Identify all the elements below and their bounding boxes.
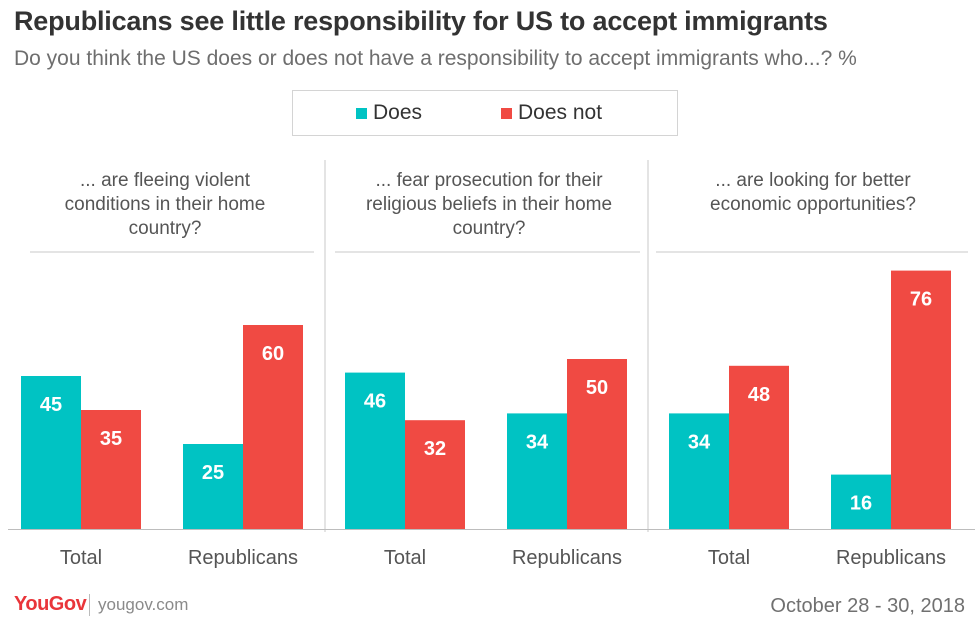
value-label-panel1-republicans-does: 25 [202,462,224,484]
yougov-logo: YouGov [14,593,87,615]
category-label-panel3-total: Total [708,547,750,569]
footer-site: yougov.com [98,595,189,614]
legend-item-does: Does [356,101,422,125]
panel-1-title-line-3: country? [129,218,202,239]
bar-panel2-republicans-does-not [567,359,627,529]
bar-panel1-republicans-does-not [243,325,303,529]
value-label-panel2-republicans-does: 34 [526,431,549,453]
bar-panel1-republicans-does [183,444,243,529]
legend-swatch-does [356,107,367,119]
value-label-panel1-total-does-not: 35 [100,428,122,450]
category-label-panel2-total: Total [384,547,426,569]
panel-3-title-line-2: economic opportunities? [710,194,916,215]
panel-2-title-line-3: country? [453,218,526,239]
value-label-panel2-total-does-not: 32 [424,438,446,460]
chart-area: ... are fleeing violent conditions in the… [8,160,975,569]
panel-3-title-line-1: ... are looking for better [715,170,911,191]
category-label-panel2-republicans: Republicans [512,547,622,569]
legend-label-does: Does [373,101,423,124]
bar-panel1-total-does-not [81,410,141,529]
legend-item-does-not: Does not [501,101,602,125]
category-label-panel1-total: Total [60,547,102,569]
bar-panel2-total-does-not [405,420,465,529]
value-label-panel2-total-does: 46 [364,391,386,413]
legend: Does Does not [292,90,678,136]
value-label-panel3-total-does-not: 48 [748,384,770,406]
bar-panel2-total-does [345,372,405,529]
bar-panel3-republicans-does-not [891,270,951,529]
category-label-panel1-republicans: Republicans [188,547,298,569]
footer-separator [89,594,90,616]
panel-1-title-line-2: conditions in their home [65,194,266,215]
value-label-panel1-republicans-does-not: 60 [262,343,284,365]
value-label-panel3-republicans-does-not: 76 [910,289,932,311]
chart-title: Republicans see little responsibility fo… [14,6,828,36]
value-label-panel1-total-does: 45 [40,394,62,416]
category-label-panel3-republicans: Republicans [836,547,946,569]
bar-panel3-total-does [669,413,729,529]
chart-subtitle: Do you think the US does or does not hav… [14,47,857,70]
value-label-panel3-total-does: 34 [688,431,711,453]
bar-panel2-republicans-does [507,413,567,529]
bar-panel1-total-does [21,376,81,529]
bar-panel3-republicans-does [831,474,891,529]
value-label-panel3-republicans-does: 16 [850,493,872,515]
panel-2-title-line-2: religious beliefs in their home [366,194,612,215]
legend-label-does-not: Does not [518,101,603,124]
footer-date: October 28 - 30, 2018 [770,595,965,617]
bar-panel3-total-does-not [729,365,789,529]
legend-swatch-does-not [501,107,512,119]
value-label-panel2-republicans-does-not: 50 [586,377,608,399]
panel-1-title-line-1: ... are fleeing violent [80,170,251,191]
panel-2-title-line-1: ... fear prosecution for their [375,170,603,191]
